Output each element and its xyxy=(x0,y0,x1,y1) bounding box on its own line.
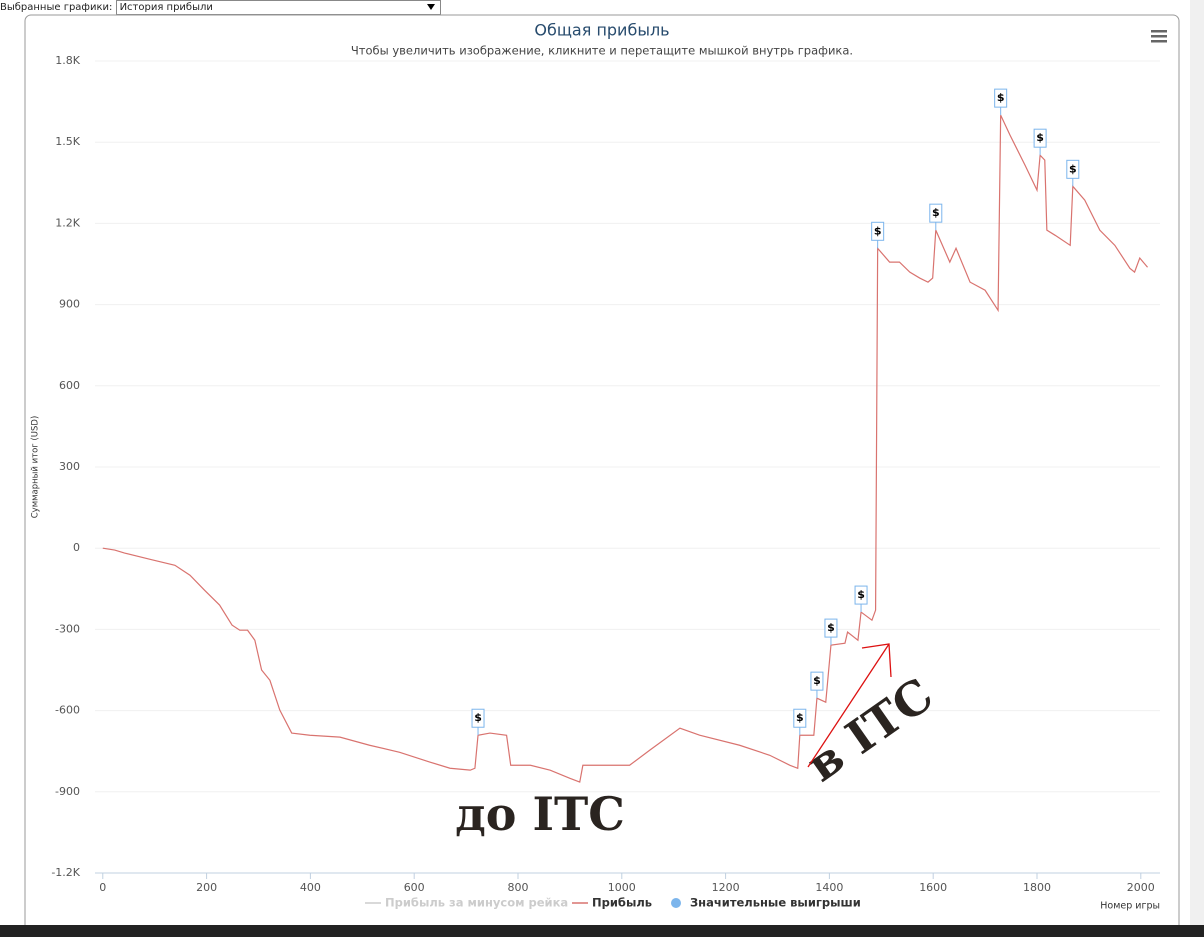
flag-label: $ xyxy=(1036,131,1044,144)
x-tick-label: 200 xyxy=(196,881,217,894)
y-tick-label: -600 xyxy=(55,704,80,717)
win-flag: $ xyxy=(471,708,485,736)
win-flag: $ xyxy=(810,671,824,699)
chart-subtitle: Чтобы увеличить изображение, кликните и … xyxy=(351,44,853,58)
legend-label[interactable]: Прибыль xyxy=(592,896,652,910)
annotation: до ITC xyxy=(455,787,625,841)
win-flag: $ xyxy=(824,618,838,646)
y-tick-label: 1.2K xyxy=(55,216,80,229)
flag-box xyxy=(929,203,943,223)
legend-symbol xyxy=(671,898,681,908)
flag-box xyxy=(471,708,485,728)
flag-label: $ xyxy=(796,711,804,724)
x-tick-label: 1600 xyxy=(919,881,947,894)
win-flag: $ xyxy=(854,585,868,613)
x-tick-label: 800 xyxy=(507,881,528,894)
x-tick-label: 600 xyxy=(404,881,425,894)
flag-box xyxy=(994,88,1008,108)
flag-box xyxy=(1066,159,1080,179)
chart-panel xyxy=(24,14,1180,937)
flag-label: $ xyxy=(874,224,882,237)
flag-box xyxy=(810,671,824,691)
win-flag: $ xyxy=(793,708,807,736)
y-tick-label: 600 xyxy=(59,379,80,392)
flag-label: $ xyxy=(857,588,865,601)
x-axis-label: Номер игры xyxy=(1100,901,1160,912)
flag-box xyxy=(871,221,885,241)
x-tick-label: 1400 xyxy=(815,881,843,894)
y-tick-label: -1.2K xyxy=(51,866,80,879)
flag-box xyxy=(824,618,838,638)
flag-label: $ xyxy=(813,674,821,687)
y-tick-label: 300 xyxy=(59,460,80,473)
y-tick-label: 1.5K xyxy=(55,135,80,148)
flag-label: $ xyxy=(997,91,1005,104)
win-flag: $ xyxy=(1033,128,1047,156)
x-tick-label: 400 xyxy=(300,881,321,894)
win-flag: $ xyxy=(994,88,1008,116)
selector-label: Выбранные графики: xyxy=(0,2,113,13)
legend-label[interactable]: Прибыль за минусом рейка xyxy=(385,896,568,910)
flag-box xyxy=(854,585,868,605)
flag-box xyxy=(1033,128,1047,148)
y-tick-label: 1.8K xyxy=(55,54,80,67)
y-tick-label: 900 xyxy=(59,298,80,311)
x-tick-label: 1200 xyxy=(712,881,740,894)
menu-icon[interactable] xyxy=(1151,30,1167,43)
y-tick-label: 0 xyxy=(73,541,80,554)
flag-label: $ xyxy=(932,206,940,219)
flag-box xyxy=(793,708,807,728)
profit-line xyxy=(102,114,1148,783)
x-tick-label: 2000 xyxy=(1127,881,1155,894)
flag-label: $ xyxy=(1069,162,1077,175)
win-flag: $ xyxy=(871,221,885,249)
y-tick-label: -300 xyxy=(55,622,80,635)
flag-label: $ xyxy=(474,711,482,724)
x-tick-label: 1800 xyxy=(1023,881,1051,894)
y-axis-label: Суммарный итог (USD) xyxy=(31,416,41,519)
x-tick-label: 0 xyxy=(99,881,106,894)
bottom-bar xyxy=(0,925,1204,937)
y-tick-label: -900 xyxy=(55,785,80,798)
annotation-arrowhead xyxy=(861,643,892,678)
x-tick-label: 1000 xyxy=(608,881,636,894)
annotation-arrow xyxy=(807,643,890,768)
win-flag: $ xyxy=(1066,159,1080,187)
flag-label: $ xyxy=(827,621,835,634)
win-flag: $ xyxy=(929,203,943,231)
chart-title: Общая прибыль xyxy=(534,21,669,40)
legend-label[interactable]: Значительные выигрыши xyxy=(690,896,861,910)
